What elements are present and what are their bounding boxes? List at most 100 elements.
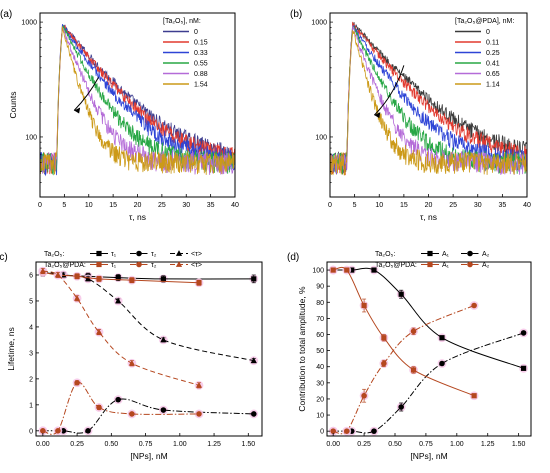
data-point-4-5 — [196, 411, 202, 417]
x-tick-label: 35 — [207, 202, 215, 209]
y-axis-label: Contribution to total amplitude, % — [297, 286, 307, 412]
x-tick-label: 25 — [449, 202, 457, 209]
legend-row-label: Ta₂O₅: — [44, 251, 64, 258]
y-tick-label: 100 — [25, 134, 37, 141]
legend-entry: τ₁ — [111, 251, 117, 258]
fit-line-2 — [333, 266, 475, 397]
legend-marker — [467, 250, 473, 257]
x-tick-label: 0.00 — [36, 441, 50, 448]
x-tick-label: 40 — [523, 202, 531, 209]
y-axis-label: Lifetime, ns — [6, 327, 16, 370]
x-tick-label: 0.00 — [326, 441, 340, 448]
legend-marker — [467, 261, 473, 268]
data-point-3-5 — [471, 302, 477, 309]
legend-marker — [136, 250, 142, 257]
legend-row-label: Ta₂O₅@PDA: — [375, 262, 417, 269]
legend-label-0.15: 0.15 — [194, 40, 208, 47]
data-point-0-1 — [349, 267, 355, 273]
x-tick-label: 5 — [62, 202, 66, 209]
data-point-0-5 — [251, 276, 257, 282]
data-point-5-1 — [54, 271, 62, 278]
y-tick-label: 80 — [316, 300, 324, 307]
x-tick-label: 25 — [158, 202, 166, 209]
data-point-0-3 — [115, 274, 121, 281]
legend-entry: A₁ — [442, 262, 450, 269]
x-axis-label: [NPs], nM — [130, 451, 167, 461]
data-point-2-4 — [160, 336, 167, 343]
legend-entry: <τ> — [191, 251, 202, 258]
data-point-2-2 — [84, 275, 92, 282]
x-tick-label: 1.25 — [207, 441, 221, 448]
data-point-5-2 — [73, 294, 81, 301]
data-point-2-0 — [330, 267, 336, 273]
x-tick-label: 15 — [400, 202, 408, 209]
data-point-2-5 — [250, 357, 257, 364]
fit-line-1 — [333, 332, 524, 434]
fit-line-4 — [42, 381, 199, 435]
data-point-0-5 — [520, 365, 527, 371]
legend-marker — [175, 250, 183, 256]
decay-curve-0.65 — [329, 25, 528, 175]
x-tick-label: 0.75 — [419, 441, 433, 448]
x-axis-label: τ, ns — [129, 212, 146, 222]
data-point-5-0 — [39, 267, 46, 274]
legend-marker — [96, 250, 102, 257]
x-tick-label: 0.25 — [357, 441, 371, 448]
data-point-5-4 — [128, 359, 135, 366]
y-tick-label: 5 — [29, 298, 33, 305]
decay-curve-0.25 — [329, 24, 528, 174]
data-point-0-2 — [371, 267, 377, 273]
data-point-3-0 — [330, 428, 336, 434]
data-point-2-1 — [344, 267, 350, 273]
data-point-3-5 — [196, 280, 202, 286]
legend-entry: τ₂ — [151, 262, 157, 269]
data-point-0-4 — [160, 276, 166, 282]
data-point-1-5 — [520, 330, 527, 336]
data-point-5-5 — [195, 381, 203, 388]
x-tick-label: 1.00 — [173, 441, 187, 448]
y-tick-label: 0 — [29, 428, 33, 435]
legend-label-1.54: 1.54 — [194, 82, 208, 89]
y-tick-label: 10 — [316, 413, 324, 420]
data-point-4-0 — [40, 428, 46, 434]
x-tick-label: 10 — [85, 202, 93, 209]
data-point-3-4 — [410, 328, 417, 335]
legend-label-0.11: 0.11 — [486, 40, 499, 47]
legend-entry: τ₁ — [111, 262, 117, 269]
data-point-3-1 — [343, 428, 350, 434]
data-point-5-3 — [95, 328, 103, 335]
data-point-2-4 — [410, 367, 417, 373]
data-point-3-4 — [129, 277, 135, 283]
y-tick-label: 50 — [316, 348, 324, 355]
y-tick-label: 60 — [316, 332, 324, 339]
legend-label-0.33: 0.33 — [194, 50, 208, 57]
legend-row-label: Ta₂O₅: — [375, 251, 395, 258]
y-tick-label: 2 — [29, 376, 33, 383]
y-tick-label: 0 — [320, 429, 324, 436]
data-point-2-3 — [381, 335, 387, 341]
x-tick-label: 1.50 — [512, 441, 526, 448]
legend-marker — [427, 250, 433, 257]
x-tick-label: 0 — [38, 202, 42, 209]
legend-label-0.65: 0.65 — [486, 71, 500, 78]
y-tick-label: 3 — [29, 350, 33, 357]
x-tick-label: 1.50 — [241, 441, 255, 448]
legend-marker — [175, 261, 183, 267]
y-tick-label: 20 — [316, 396, 324, 403]
x-tick-label: 15 — [109, 202, 117, 209]
decay-curve-0.11 — [329, 21, 528, 176]
fit-line-3 — [333, 305, 475, 435]
legend-label-1.14: 1.14 — [486, 82, 500, 89]
y-tick-label: 4 — [29, 324, 33, 331]
data-point-1-2 — [371, 428, 377, 434]
data-point-2-5 — [471, 393, 477, 399]
legend-entry: τ₂ — [151, 251, 157, 258]
x-tick-label: 0.25 — [70, 441, 84, 448]
x-tick-label: 30 — [474, 202, 482, 209]
x-tick-label: 20 — [134, 202, 142, 209]
fit-line-1 — [42, 398, 254, 434]
plot-frame — [35, 261, 263, 437]
legend-marker — [136, 261, 142, 268]
legend-label-0.25: 0.25 — [486, 50, 500, 57]
